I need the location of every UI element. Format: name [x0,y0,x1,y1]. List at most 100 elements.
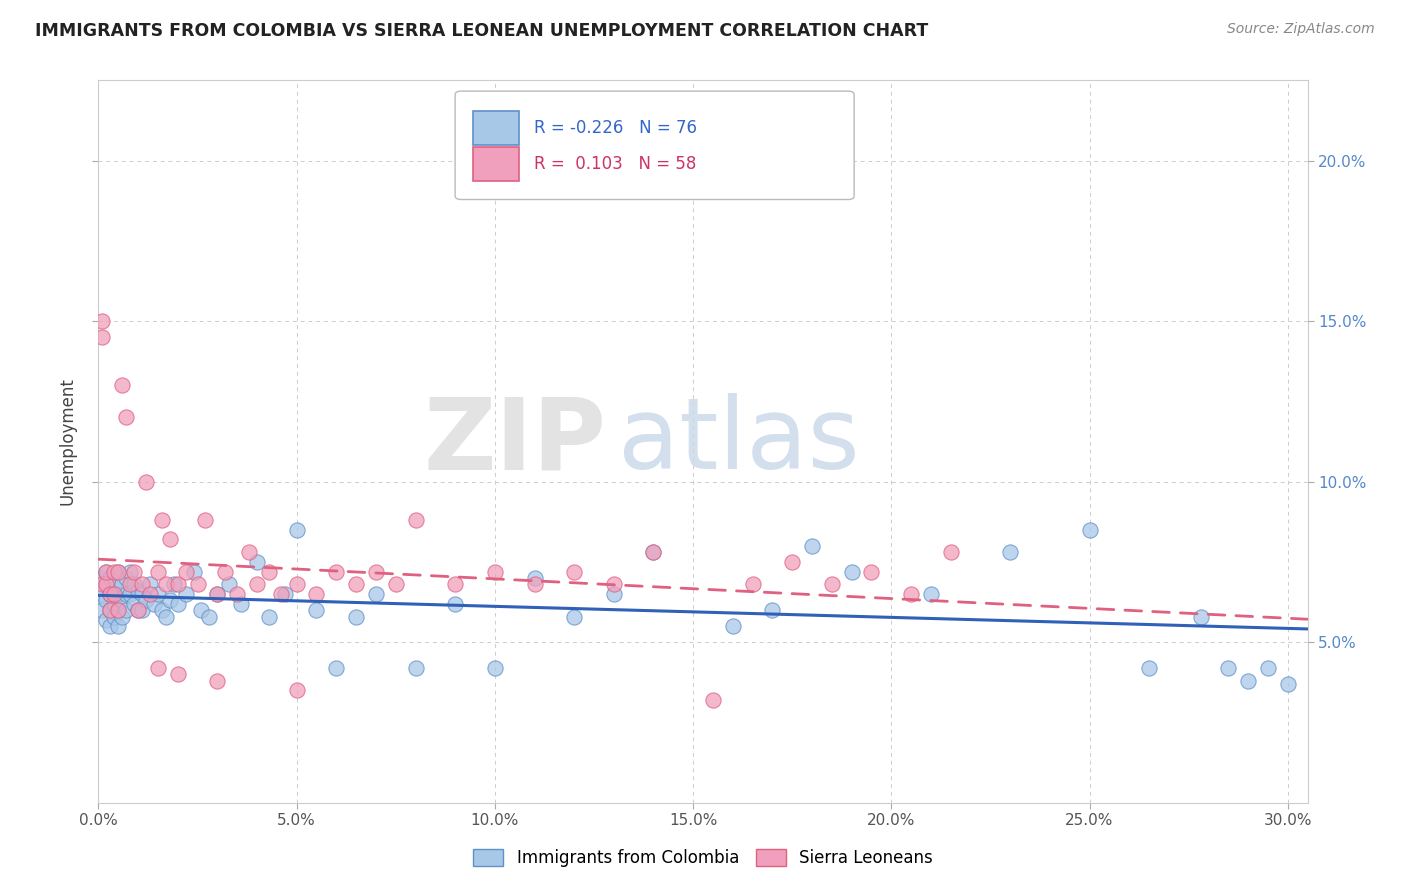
Point [122,597,145,611]
Point [257,565,280,579]
Point [91,314,114,328]
Y-axis label: Unemployment: Unemployment [59,377,77,506]
Point [155,609,177,624]
Point [643,545,665,559]
FancyBboxPatch shape [456,91,855,200]
Point [603,587,626,601]
Point [207,587,229,601]
Point [405,661,427,675]
Point [115,587,138,601]
Point [1137,661,1160,675]
Point [841,565,863,579]
Legend: Immigrants from Colombia, Sierra Leoneans: Immigrants from Colombia, Sierra Leonean… [474,848,932,867]
Point [325,661,347,675]
Point [214,565,236,579]
Point [174,565,197,579]
Point [801,539,824,553]
Point [103,577,125,591]
Point [142,597,165,611]
Point [96,577,118,591]
FancyBboxPatch shape [474,111,519,145]
Point [166,597,188,611]
Point [111,593,134,607]
Point [285,577,308,591]
Point [270,587,292,601]
Point [257,609,280,624]
Point [139,577,162,591]
Text: ZIP: ZIP [423,393,606,490]
Point [122,577,145,591]
Point [523,577,546,591]
Point [103,565,125,579]
Point [183,565,205,579]
Point [91,587,114,601]
Point [111,378,134,392]
Point [174,587,197,601]
Point [484,565,506,579]
Point [643,545,665,559]
Point [96,565,118,579]
Point [1237,673,1260,688]
Point [305,587,328,601]
Point [96,593,118,607]
Point [146,587,169,601]
Point [107,565,129,579]
Point [96,577,118,591]
Point [305,603,328,617]
Point [115,603,138,617]
Point [91,603,114,617]
Point [344,609,367,624]
Point [103,587,125,601]
Point [364,587,387,601]
Point [150,513,173,527]
Point [131,587,153,601]
Point [163,577,186,591]
Point [166,577,188,591]
Point [405,513,427,527]
Point [111,577,134,591]
Point [127,583,149,598]
Point [231,597,253,611]
Point [1257,661,1279,675]
Point [325,565,347,579]
Point [780,555,803,569]
Point [98,587,121,601]
Point [127,603,149,617]
Point [364,565,387,579]
Point [860,565,883,579]
Point [484,661,506,675]
Point [1078,523,1101,537]
Point [218,577,240,591]
Point [246,555,269,569]
Point [135,475,157,489]
Point [238,545,260,559]
Point [186,577,208,591]
Point [146,565,169,579]
Point [166,667,188,681]
Point [131,577,153,591]
Point [155,577,177,591]
Point [107,619,129,633]
Point [127,603,149,617]
Point [523,571,546,585]
Point [115,410,138,425]
Point [562,609,585,624]
Point [246,577,269,591]
Point [384,577,406,591]
Point [444,577,467,591]
Point [190,603,212,617]
Point [107,603,129,617]
Text: atlas: atlas [619,393,860,490]
Point [344,577,367,591]
Text: IMMIGRANTS FROM COLOMBIA VS SIERRA LEONEAN UNEMPLOYMENT CORRELATION CHART: IMMIGRANTS FROM COLOMBIA VS SIERRA LEONE… [35,22,928,40]
Point [1277,677,1299,691]
FancyBboxPatch shape [474,147,519,181]
Point [96,565,118,579]
Point [131,603,153,617]
Point [146,661,169,675]
Point [741,577,763,591]
Text: Source: ZipAtlas.com: Source: ZipAtlas.com [1227,22,1375,37]
Point [150,603,173,617]
Point [120,577,142,591]
Point [91,330,114,344]
